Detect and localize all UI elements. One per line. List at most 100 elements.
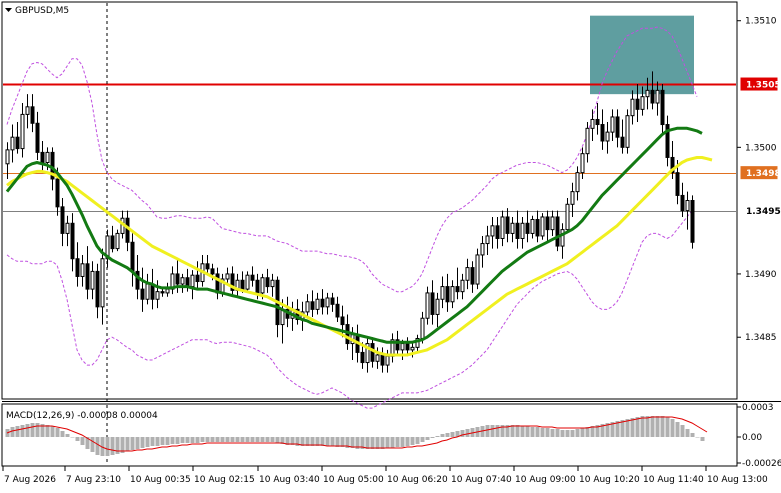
macd-histogram-bar [190,437,195,443]
candle-body [335,303,340,318]
macd-histogram-bar [440,434,445,437]
candle-body [380,354,385,366]
candle-body [455,286,460,293]
macd-histogram-bar [385,437,390,448]
macd-histogram-bar [130,437,135,450]
candle [525,210,530,243]
candle [35,111,40,160]
time-tick-label: 10 Aug 13:00 [707,475,768,485]
macd-histogram-bar [170,437,175,444]
price-tick-label: 1.3485 [745,333,777,343]
candle [690,195,695,249]
macd-histogram-bar [415,437,420,444]
macd-histogram-bar [100,437,105,456]
macd-histogram-bar [560,430,565,437]
macd-histogram-bar [350,437,355,448]
candle-body [365,343,370,364]
macd-histogram-bar [365,437,370,449]
candle [610,109,615,141]
candle [475,248,480,290]
candle [365,337,370,373]
price-tick-label: 1.3500 [745,143,777,153]
candles [5,71,695,373]
candle-body [560,229,565,247]
time-tick-label: 7 Aug 23:10 [66,475,121,485]
bollinger-lower-line [6,210,693,409]
candle [230,266,235,296]
macd-histogram-bar [500,425,505,437]
candle [5,142,10,179]
macd-histogram-bar [290,437,295,445]
macd-histogram-bar [485,425,490,437]
candle-body [500,216,505,239]
candle [75,242,80,287]
candle-body [75,258,80,277]
macd-histogram-bar [445,433,450,437]
price-level-label: 1.3495 [746,207,781,217]
macd-histogram-bar [640,416,645,437]
macd-histogram-bar [555,429,560,437]
candle-body [145,283,150,300]
candle-body [180,277,185,285]
macd-histogram-bar [345,437,350,448]
candle [515,210,520,249]
candle [90,261,95,300]
candle [25,94,30,129]
candle [585,122,590,163]
macd-histogram-bar [490,425,495,437]
candle [605,122,610,154]
candle-body [320,298,325,308]
macd-histogram-bar [535,427,540,437]
macd-histogram-bar [685,429,690,437]
macd-signal-line [6,416,708,452]
price-level-badge [740,166,778,180]
candle [225,267,230,283]
macd-histogram-bar [595,425,600,437]
candle-body [580,153,585,174]
candle-body [675,172,680,196]
price-tick-label: 1.3490 [745,270,777,280]
candle [435,292,440,328]
candle [235,273,240,297]
candle [15,122,20,154]
macd-histogram-bar [505,425,510,437]
candle-body [640,96,645,110]
candle-body [660,89,665,126]
macd-histogram-bar [145,437,150,447]
macd-histogram-bar [30,423,35,437]
macd-histogram-bar [400,437,405,447]
candle-body [25,106,30,115]
candle [40,140,45,173]
macd-histogram-bar [410,437,415,445]
macd-histogram-bar [250,437,255,442]
candle [430,280,435,325]
macd-histogram-bar [285,437,290,445]
macd-histogram-bar [510,425,515,437]
candle-body [595,118,600,126]
macd-histogram-bar [480,426,485,437]
candle [680,182,685,217]
macd-histogram-bar [210,437,215,442]
symbol-dropdown-icon[interactable] [5,8,12,12]
macd-histogram-bar [10,427,15,437]
candle-body [445,286,450,303]
macd-label: MACD(12,26,9) -0.00008 0.00004 [6,411,158,421]
candle [440,276,445,309]
macd-histogram-bar [590,426,595,437]
macd-histogram-bar [275,437,280,443]
candle-body [240,279,245,290]
macd-histogram-bar [125,437,130,451]
candle [245,271,250,292]
candle [115,229,120,252]
candle-body [155,291,160,300]
candle-body [325,297,330,308]
macd-histogram-bar [310,437,315,446]
macd-histogram-bar [605,423,610,437]
candle [325,292,330,315]
macd-histogram-bar [495,425,500,437]
candle-body [310,301,315,310]
candle [505,208,510,243]
candle-body [65,222,70,234]
